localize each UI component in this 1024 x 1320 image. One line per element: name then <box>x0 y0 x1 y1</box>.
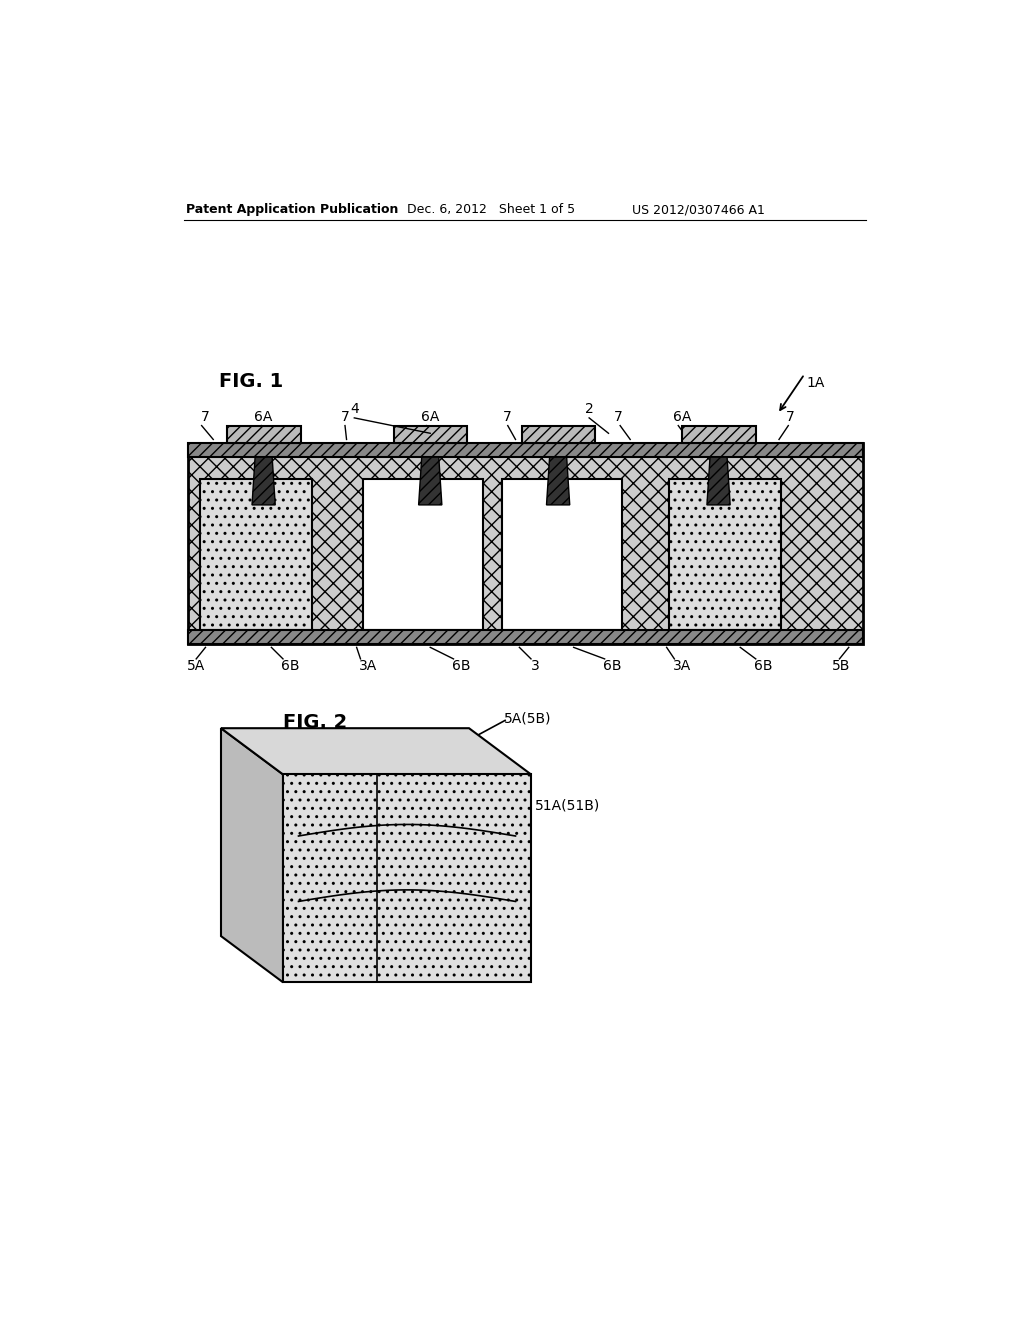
Text: 3: 3 <box>530 659 540 673</box>
Polygon shape <box>547 457 569 506</box>
Text: 1A: 1A <box>806 376 824 389</box>
Bar <box>188 630 862 644</box>
Bar <box>682 426 756 444</box>
Bar <box>200 479 312 630</box>
Text: 7: 7 <box>341 411 349 424</box>
Text: 6B: 6B <box>452 659 470 673</box>
Text: 7: 7 <box>786 411 795 424</box>
Text: Dec. 6, 2012   Sheet 1 of 5: Dec. 6, 2012 Sheet 1 of 5 <box>407 203 575 216</box>
Text: 3A: 3A <box>359 659 378 673</box>
Text: 7: 7 <box>613 411 623 424</box>
Text: 4: 4 <box>350 403 358 416</box>
Bar <box>362 479 483 630</box>
Text: 6B: 6B <box>603 659 622 673</box>
Text: US 2012/0307466 A1: US 2012/0307466 A1 <box>632 203 765 216</box>
Text: 6A: 6A <box>421 411 439 424</box>
Text: 7: 7 <box>201 411 210 424</box>
Bar <box>227 426 301 444</box>
Text: 5A: 5A <box>187 659 206 673</box>
Polygon shape <box>221 729 283 982</box>
Text: Patent Application Publication: Patent Application Publication <box>186 203 398 216</box>
Text: FIG. 1: FIG. 1 <box>219 372 284 392</box>
Polygon shape <box>419 457 442 506</box>
Polygon shape <box>707 457 730 506</box>
Bar <box>283 775 531 982</box>
Polygon shape <box>252 457 275 506</box>
Bar <box>394 426 467 444</box>
Bar <box>188 444 862 644</box>
Text: FIG. 2: FIG. 2 <box>283 713 347 731</box>
Text: 7: 7 <box>504 411 512 424</box>
Text: 51A(51B): 51A(51B) <box>535 799 600 812</box>
Text: 5A(5B): 5A(5B) <box>504 711 551 725</box>
Text: 6B: 6B <box>282 659 300 673</box>
Text: 2: 2 <box>585 403 594 416</box>
Bar <box>669 479 781 630</box>
Text: 3A: 3A <box>673 659 691 673</box>
Text: 6A: 6A <box>254 411 272 424</box>
Text: 5B: 5B <box>831 659 850 673</box>
Bar <box>503 479 623 630</box>
Polygon shape <box>221 729 531 775</box>
Text: 6B: 6B <box>755 659 773 673</box>
Bar <box>521 426 595 444</box>
Bar <box>188 444 862 457</box>
Text: 6A: 6A <box>673 411 691 424</box>
